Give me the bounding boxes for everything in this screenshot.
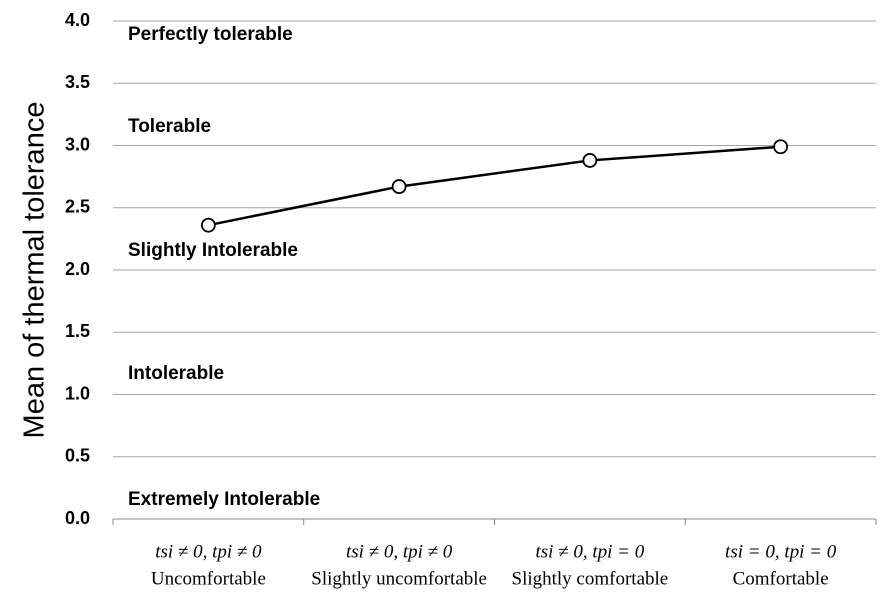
y-tick-label: 0.0 (65, 508, 90, 528)
point (582, 153, 598, 168)
annotation: Perfectly tolerable (128, 24, 293, 45)
x-tick-label: Uncomfortable (151, 568, 266, 589)
line (208, 145, 781, 227)
y-tick-label: 2.0 (65, 259, 90, 279)
y-tick-label: 1.5 (65, 321, 90, 341)
annotation: Extremely Intolerable (128, 489, 320, 510)
x-tick-label: Comfortable (733, 568, 829, 589)
y-tick-label: 3.5 (65, 72, 90, 92)
annotation: Slightly Intolerable (128, 240, 298, 261)
y-axis-label: Mean of thermal tolerance (19, 102, 51, 439)
annotation: Intolerable (128, 363, 224, 384)
point (773, 139, 789, 155)
annotation: Tolerable (128, 116, 211, 137)
y-tick-label: 1.0 (65, 383, 90, 403)
y-tick-label: 4.0 (65, 10, 90, 30)
x-tick-condition: tsi ≠ 0, tpi = 0 (535, 541, 644, 562)
point (200, 217, 216, 233)
y-tick-label: 2.5 (65, 197, 90, 217)
y-tick-label: 3.0 (65, 134, 90, 154)
y-tick-label: 0.5 (65, 446, 90, 466)
point (391, 179, 407, 194)
x-tick-condition: tsi ≠ 0, tpi ≠ 0 (346, 541, 453, 562)
x-tick-condition: tsi = 0, tpi = 0 (725, 541, 837, 562)
x-tick-label: Slightly comfortable (512, 568, 669, 589)
x-tick-condition: tsi ≠ 0, tpi ≠ 0 (155, 541, 262, 562)
x-tick-label: Slightly uncomfortable (311, 568, 487, 589)
